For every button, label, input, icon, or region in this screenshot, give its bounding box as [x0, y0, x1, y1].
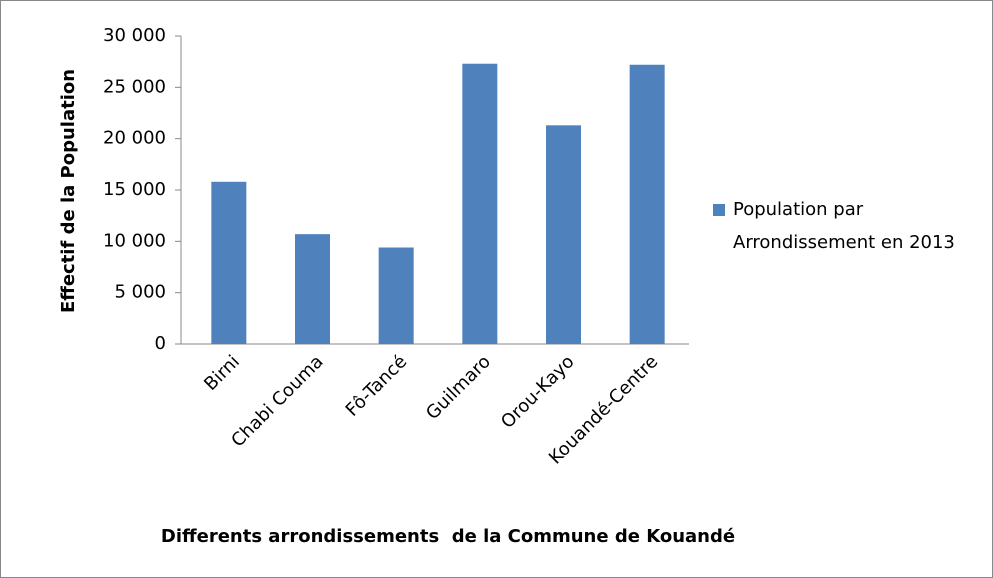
- legend-swatch: [713, 204, 725, 216]
- y-tick-label: 20 000: [103, 128, 166, 149]
- y-tick-label: 30 000: [103, 25, 166, 46]
- x-tick-label: Orou-Kayo: [497, 351, 579, 433]
- y-tick-label: 0: [155, 333, 166, 354]
- x-tick-label: Guilmaro: [422, 351, 495, 424]
- y-tick-label: 5 000: [114, 282, 166, 303]
- bar: [378, 247, 414, 344]
- bar: [211, 181, 247, 344]
- x-tick-label: Birni: [200, 351, 244, 395]
- y-tick-label: 10 000: [103, 230, 166, 251]
- y-axis-title: Effectif de la Population: [58, 69, 79, 313]
- x-tick-label: Fô-Tancé: [342, 351, 412, 421]
- y-tick-label: 15 000: [103, 179, 166, 200]
- bar: [629, 64, 665, 344]
- x-axis-title: Differents arrondissements de la Commune…: [161, 526, 735, 547]
- bar: [295, 234, 330, 344]
- legend-label: Population par Arrondissement en 2013: [733, 199, 955, 253]
- bar: [462, 63, 498, 344]
- y-tick-label: 25 000: [103, 76, 166, 97]
- bar: [546, 125, 581, 344]
